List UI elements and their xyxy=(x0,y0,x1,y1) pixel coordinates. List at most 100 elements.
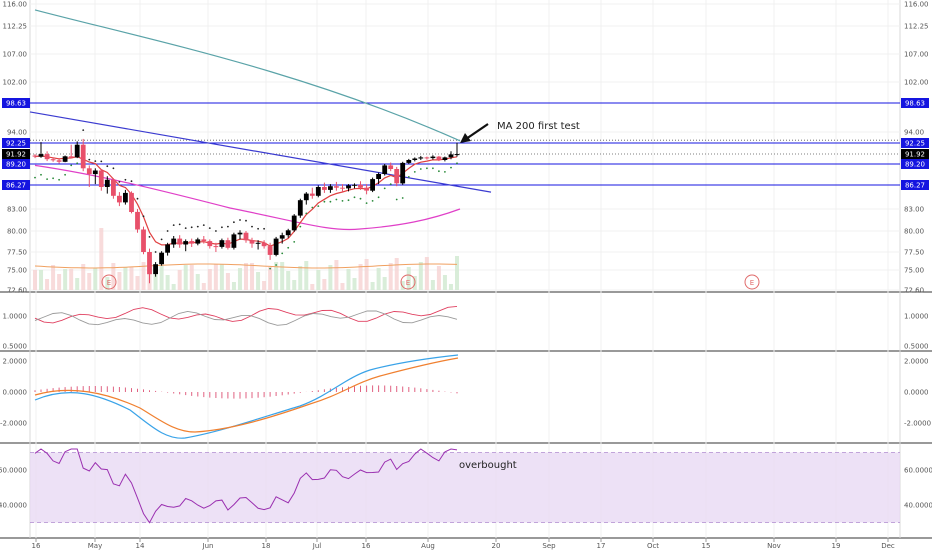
candle-body xyxy=(147,252,152,275)
volume-bar xyxy=(129,267,134,290)
price-tag-right xyxy=(901,149,929,159)
candle-body xyxy=(104,179,110,187)
overbought-annotation: overbought xyxy=(459,460,517,471)
sar-dot xyxy=(76,162,79,165)
candle-body xyxy=(400,162,406,184)
sar-dot xyxy=(94,160,97,163)
date-tick-label: Sep xyxy=(542,542,556,550)
volume-bar xyxy=(123,267,128,290)
sar-dot xyxy=(40,173,42,176)
volume-bar xyxy=(177,270,182,290)
sar-dot xyxy=(359,197,362,200)
volume-bar xyxy=(286,271,291,290)
candle-body xyxy=(171,238,177,245)
candle-body xyxy=(195,239,201,244)
main-price-panel xyxy=(29,9,900,290)
sar-dot xyxy=(438,170,440,173)
candle-body xyxy=(279,235,285,239)
volume-bar xyxy=(141,262,146,290)
volume-bar xyxy=(304,261,309,290)
ind1-tick-right: 1.0000 xyxy=(904,313,929,321)
volume-bar xyxy=(448,284,453,290)
rsi-tick-left: 60.0000 xyxy=(0,467,27,475)
sar-dot xyxy=(34,176,36,179)
sar-dot xyxy=(293,241,296,243)
annotations: MA 200 first test overbought E E E xyxy=(101,121,760,471)
macd-tick-left: 2.0000 xyxy=(3,358,28,366)
sar-dot xyxy=(353,196,356,199)
macd-tick-right: 0.0000 xyxy=(904,389,929,397)
volume-bar xyxy=(394,258,399,290)
sar-dot xyxy=(52,177,54,180)
macd-panel xyxy=(34,354,459,439)
volume-bar xyxy=(117,272,122,290)
volume-bar xyxy=(99,228,104,290)
sar-dot xyxy=(148,236,151,238)
volume-bar xyxy=(334,260,339,290)
candle-body xyxy=(74,144,80,158)
price-tick-label-left: 72.60 xyxy=(7,287,27,295)
volume-bar xyxy=(159,266,164,290)
rsi-tick-left: 40.0000 xyxy=(0,502,27,510)
candle-body xyxy=(129,192,134,212)
volume-bar xyxy=(57,274,62,290)
sar-dot xyxy=(190,226,193,229)
sar-dot xyxy=(130,180,133,183)
candle-body xyxy=(32,155,38,157)
candle-body xyxy=(382,165,388,174)
sar-dot xyxy=(64,173,66,176)
price-tag-label-left: 91.92 xyxy=(6,151,26,159)
price-tick-label-left: 102.00 xyxy=(3,79,28,87)
sar-dot xyxy=(257,227,259,230)
price-tag-label-left: 98.63 xyxy=(6,100,26,108)
sar-dot xyxy=(142,215,145,218)
volume-bar xyxy=(183,265,188,290)
volume-bar xyxy=(87,273,92,290)
candle-body xyxy=(177,238,183,245)
candle-body xyxy=(430,156,436,159)
candle-body xyxy=(322,187,327,190)
volume-bar xyxy=(219,264,224,290)
volume-bar xyxy=(388,263,393,290)
indicator-panel-1 xyxy=(34,305,458,326)
volume-bar xyxy=(39,270,44,290)
sar-dot xyxy=(401,197,404,199)
volume-bar xyxy=(189,265,194,290)
volume-bar xyxy=(382,277,387,290)
price-tag-right xyxy=(901,180,929,190)
candle-body xyxy=(388,165,394,169)
candle-body xyxy=(201,239,207,242)
volume-bar xyxy=(298,266,303,290)
sar-dot xyxy=(172,224,175,227)
date-tick-label: Jul xyxy=(312,542,322,550)
sar-dot xyxy=(383,187,386,190)
candle-body xyxy=(285,230,291,236)
sar-dot xyxy=(221,226,223,229)
sar-dot xyxy=(371,200,374,202)
candle-body xyxy=(225,240,231,248)
price-tag-label-left: 92.25 xyxy=(6,140,26,148)
date-tick-label: 17 xyxy=(597,542,606,550)
candle-body xyxy=(309,193,315,196)
candle-body xyxy=(243,232,249,241)
candle-body xyxy=(159,252,164,265)
candle-body xyxy=(50,159,56,161)
sar-dot xyxy=(287,246,290,249)
sar-dot xyxy=(227,225,229,228)
price-tick-label-right: 94.00 xyxy=(904,129,924,137)
price-tick-label-left: 94.00 xyxy=(7,129,27,137)
sar-dot xyxy=(323,200,326,203)
candle-body xyxy=(135,211,140,230)
price-tick-label-right: 116.00 xyxy=(904,1,929,9)
candle-body xyxy=(424,157,430,159)
candle-body xyxy=(183,241,189,245)
sar-dot xyxy=(112,167,115,170)
price-tag-right xyxy=(901,138,929,148)
signal-line xyxy=(34,357,459,433)
candle-body xyxy=(44,154,50,160)
candle-body xyxy=(68,156,74,158)
candle-body xyxy=(406,160,412,163)
price-tick-label-left: 116.00 xyxy=(3,1,28,9)
macd-tick-right: 2.0000 xyxy=(904,358,929,366)
